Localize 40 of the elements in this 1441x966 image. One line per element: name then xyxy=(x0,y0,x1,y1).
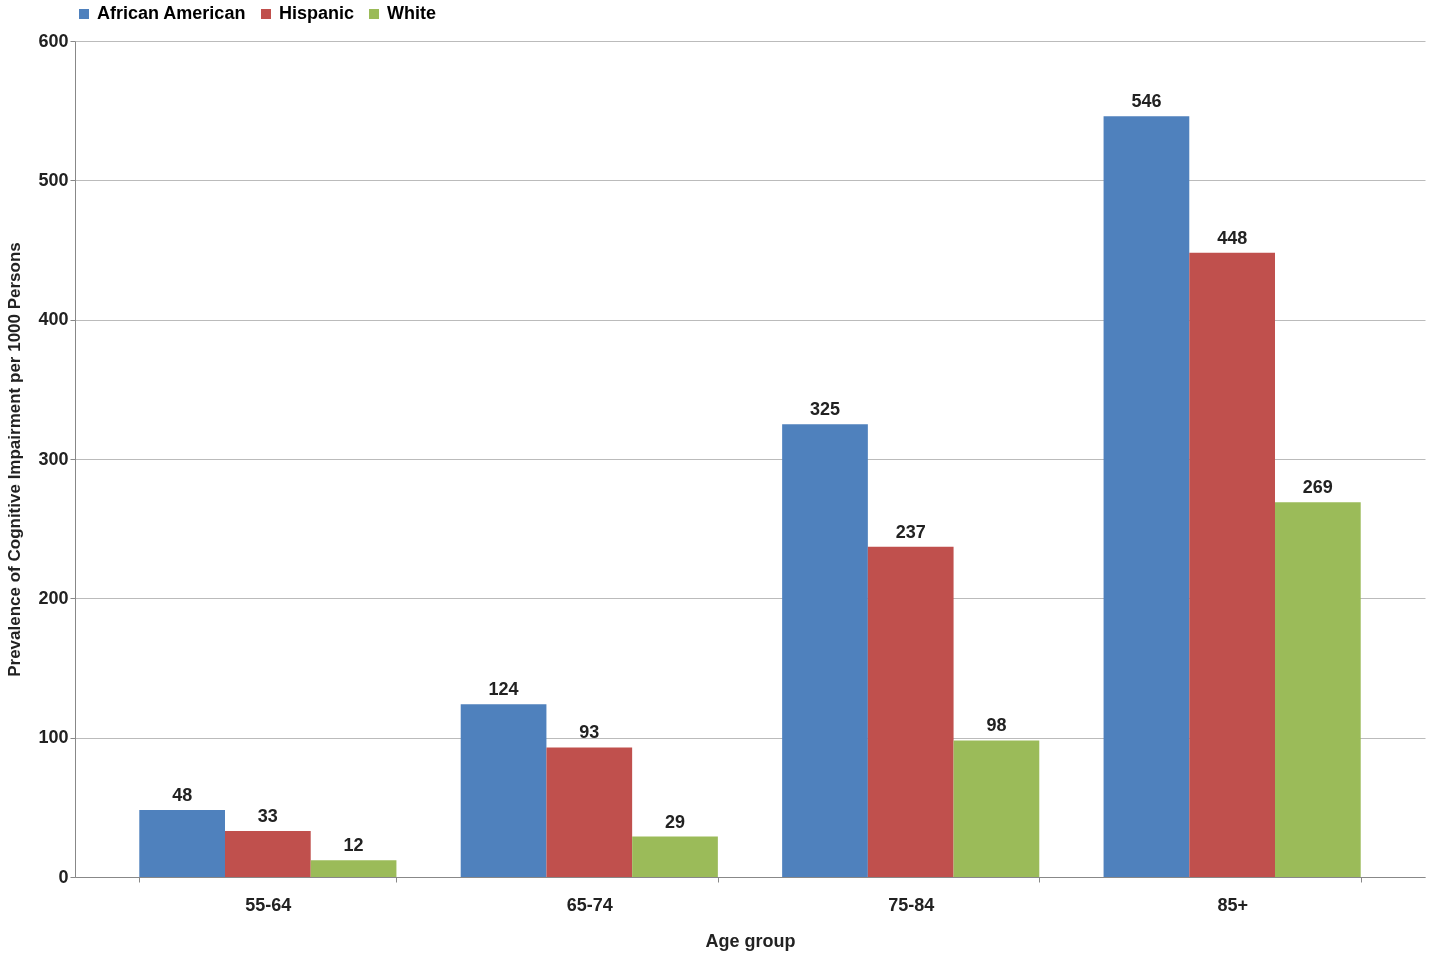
bar xyxy=(953,740,1040,877)
bar xyxy=(1103,116,1190,877)
data-label: 124 xyxy=(488,679,519,700)
legend-label: African American xyxy=(97,3,246,23)
data-label: 93 xyxy=(579,722,600,743)
data-label: 237 xyxy=(895,521,926,542)
data-label: 29 xyxy=(664,811,686,832)
data-label: 98 xyxy=(986,715,1007,736)
y-tick-label: 100 xyxy=(38,727,69,748)
y-tick-label: 400 xyxy=(38,309,69,330)
bar xyxy=(1189,252,1275,877)
legend-label: Hispanic xyxy=(279,3,355,23)
data-label: 269 xyxy=(1302,477,1333,498)
bar xyxy=(1275,502,1361,877)
bar xyxy=(460,704,547,877)
bar xyxy=(867,546,954,877)
y-tick-label: 500 xyxy=(38,169,69,190)
x-tick-label: 55-64 xyxy=(245,894,292,915)
y-tick-label: 0 xyxy=(58,866,69,887)
bar xyxy=(632,836,718,877)
bar xyxy=(225,831,311,877)
legend-label: White xyxy=(387,3,436,23)
x-tick-label: 65-74 xyxy=(566,894,613,915)
data-label: 12 xyxy=(343,835,364,856)
x-tick-label: 75-84 xyxy=(888,894,935,915)
data-label: 33 xyxy=(257,806,278,827)
data-label: 325 xyxy=(809,399,841,420)
x-tick-label: 85+ xyxy=(1217,894,1248,915)
data-label: 546 xyxy=(1131,91,1162,112)
data-label: 48 xyxy=(172,785,193,806)
x-axis-title: Age group xyxy=(705,930,796,951)
data-label: 448 xyxy=(1217,227,1248,248)
bar xyxy=(782,424,868,877)
y-tick-label: 300 xyxy=(38,448,69,469)
y-axis-title: Prevalence of Cognitive Impairment per 1000 Persons xyxy=(5,242,25,677)
y-tick-label: 600 xyxy=(38,30,69,51)
bar xyxy=(139,810,225,877)
bar xyxy=(310,860,397,877)
bar xyxy=(546,747,633,877)
y-tick-label: 200 xyxy=(38,587,69,608)
